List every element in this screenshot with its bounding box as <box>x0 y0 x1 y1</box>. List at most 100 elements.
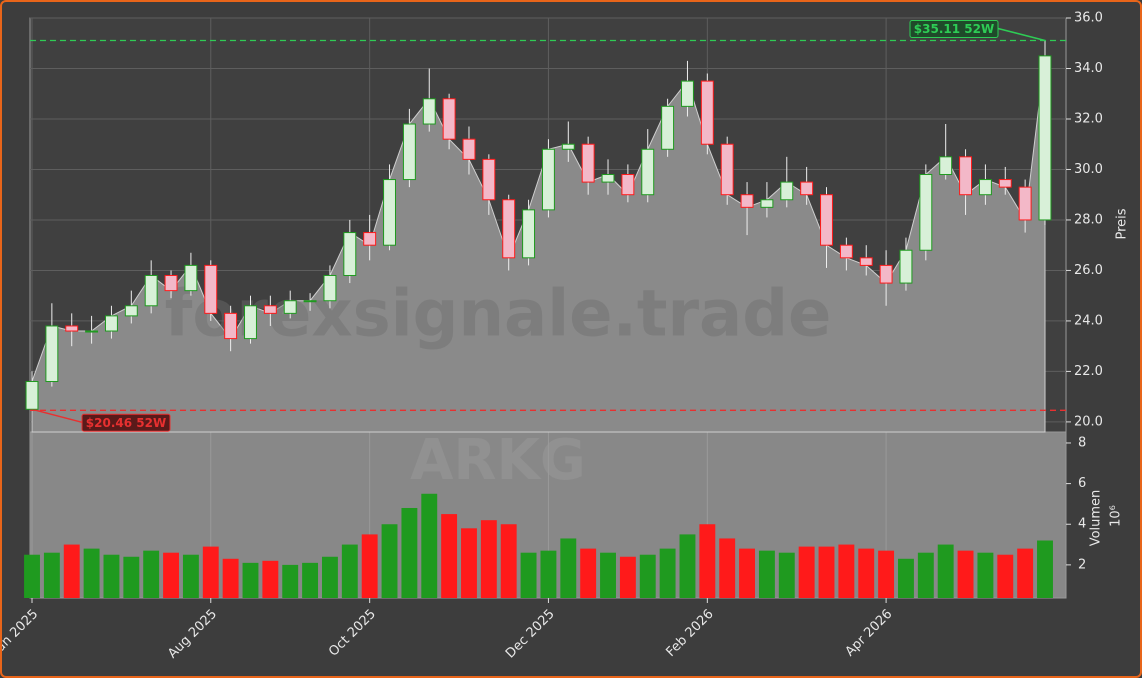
volume-bar <box>858 548 875 598</box>
candle-body <box>760 199 774 208</box>
candle-body <box>402 123 416 181</box>
marks-layer: $35.11 52W $20.46 52W <box>24 19 1066 598</box>
y-tick-label: 26.0 <box>1074 263 1103 278</box>
volume-bar <box>123 556 140 598</box>
candle-body <box>462 138 476 160</box>
volume-bar <box>997 554 1014 598</box>
candle-body <box>1038 55 1052 221</box>
volume-bar <box>937 544 954 598</box>
candle-body <box>899 249 913 284</box>
volume-bar <box>182 554 199 598</box>
candle-body <box>740 194 754 208</box>
volume-bar <box>679 534 696 598</box>
candle-body <box>820 194 833 246</box>
volume-bar <box>540 550 557 598</box>
volume-bar <box>699 524 716 598</box>
volume-bar <box>739 548 756 598</box>
candle-body <box>263 305 277 314</box>
y-tick-label: 30.0 <box>1074 162 1103 177</box>
candle-body <box>323 274 337 302</box>
watermark: forexsignale.trade <box>165 278 832 352</box>
candle-body <box>939 156 953 176</box>
volume-bar <box>83 548 100 598</box>
candle-body <box>621 174 635 196</box>
volume-bar <box>222 558 239 598</box>
candle-body <box>343 232 357 276</box>
y2-tick-label: 6 <box>1078 476 1086 491</box>
volume-bar <box>600 552 616 598</box>
y2-tick-label: 4 <box>1078 517 1086 532</box>
y-tick-label: 32.0 <box>1074 111 1103 126</box>
candle-body <box>978 179 992 196</box>
y-tick-label: 22.0 <box>1074 364 1103 379</box>
candle-body <box>661 105 675 150</box>
candle-body <box>1018 186 1032 221</box>
candle-body <box>363 232 377 246</box>
y-tick-label: 34.0 <box>1074 61 1103 76</box>
volume-bar <box>917 552 934 598</box>
candle-body <box>581 143 595 183</box>
y2-tick-label: 8 <box>1078 435 1086 450</box>
volume-bar <box>639 554 656 598</box>
volume-bar <box>262 560 279 598</box>
candle-body <box>383 179 396 246</box>
volume-bar <box>24 554 40 598</box>
candle-body <box>839 244 853 259</box>
candle-body <box>859 257 873 266</box>
volume-bar <box>321 556 338 598</box>
y-axis-label: Preis <box>1115 208 1130 239</box>
volume-bar <box>659 548 676 598</box>
candle-body <box>164 274 178 292</box>
volume-bar <box>302 562 319 598</box>
annotation-label: $20.46 52W <box>86 416 166 430</box>
candle-body <box>184 264 198 292</box>
candle-body <box>700 80 714 145</box>
volume-bar <box>580 548 597 598</box>
volume-bar <box>282 564 299 598</box>
volume-bar <box>401 507 418 598</box>
volume-bar <box>878 550 895 598</box>
candle-body <box>104 315 118 332</box>
candle-body <box>998 179 1012 188</box>
watermark-layer: forexsignale.trade ARKG <box>165 278 832 494</box>
candle-body <box>25 381 39 410</box>
candle-body <box>303 300 317 303</box>
y-tick-label: 24.0 <box>1074 313 1103 328</box>
volume-bar <box>461 528 477 598</box>
volume-bar <box>202 546 219 598</box>
volume-bar <box>500 524 517 598</box>
candle-body <box>919 174 933 251</box>
candle-body <box>502 199 516 259</box>
candle-body <box>422 98 436 125</box>
x-tick-label: Aug 2025 <box>165 607 220 662</box>
volume-bar <box>103 554 120 598</box>
candle-body <box>124 305 138 317</box>
annotation-box <box>81 413 171 432</box>
y-tick-label: 36.0 <box>1074 11 1103 26</box>
volume-bar <box>1037 540 1053 598</box>
watermark-symbol: ARKG <box>410 428 586 493</box>
volume-bar <box>977 552 994 598</box>
volume-bar <box>242 562 259 598</box>
candle-body <box>224 312 238 340</box>
volume-bar <box>778 552 795 598</box>
y2-tick-label: 2 <box>1078 557 1086 572</box>
volume-bar <box>1017 548 1034 598</box>
volume-bar <box>719 538 736 598</box>
annotation-arrow <box>35 409 83 424</box>
y2-axis-label: Volumen <box>1089 490 1104 547</box>
candle-body <box>442 98 456 140</box>
volume-bar <box>818 546 835 598</box>
volume-bar <box>619 556 636 598</box>
volume-bar <box>361 534 378 598</box>
volume-bar <box>63 544 80 598</box>
candle-body <box>641 148 655 196</box>
x-tick-label: Feb 2026 <box>663 607 716 660</box>
volume-bar <box>957 550 974 598</box>
volume-bar <box>838 544 855 598</box>
candle-body <box>601 174 615 183</box>
x-tick-label: Oct 2025 <box>326 607 379 660</box>
candle-body <box>681 80 694 107</box>
candle-body <box>65 325 79 332</box>
